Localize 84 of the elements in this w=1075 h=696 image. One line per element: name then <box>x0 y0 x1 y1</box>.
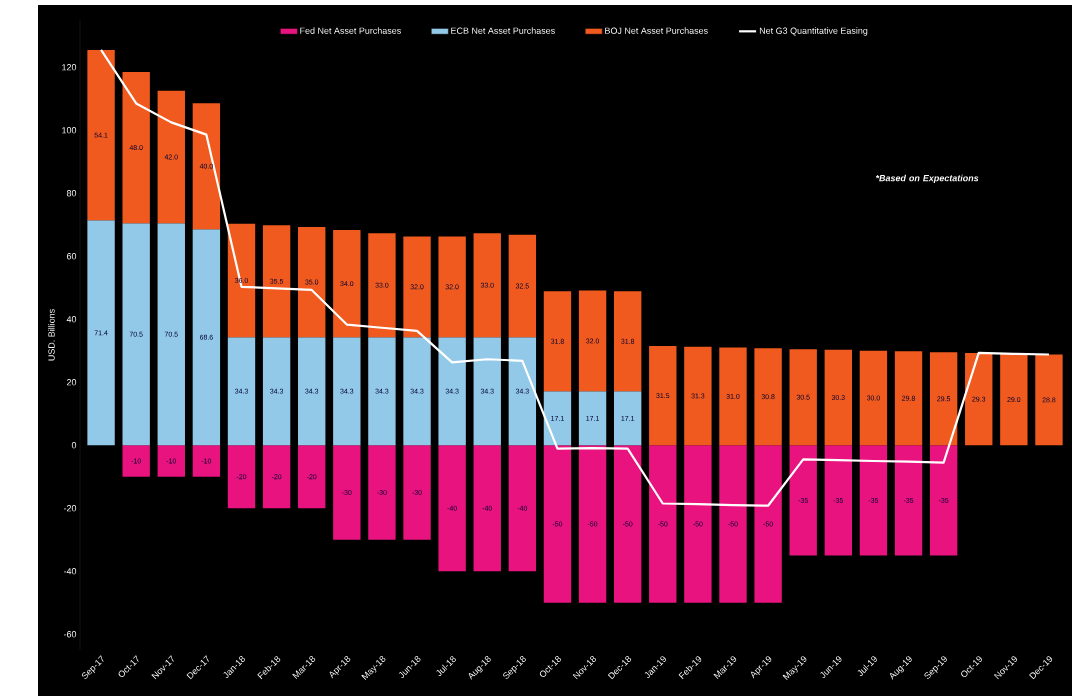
bar <box>368 337 396 446</box>
bar <box>298 445 326 509</box>
legend-label: Fed Net Asset Purchases <box>300 27 401 34</box>
y-tick-label: 100 <box>62 127 77 134</box>
bar <box>473 337 501 446</box>
y-tick-label: -60 <box>63 631 77 638</box>
bar <box>227 445 256 509</box>
bar <box>859 350 888 446</box>
bar <box>403 236 431 338</box>
bar <box>894 351 923 446</box>
bar <box>298 226 326 338</box>
annotation: *Based on Expectations <box>875 174 979 184</box>
bar <box>192 229 221 446</box>
bar <box>333 445 361 540</box>
legend-label: BOJ Net Asset Purchases <box>605 27 708 34</box>
bar <box>473 445 501 572</box>
bar <box>859 445 888 556</box>
y-tick-label: 40 <box>66 316 77 323</box>
bar <box>368 445 396 540</box>
bar <box>122 223 150 446</box>
y-tick-label: 0 <box>71 442 77 449</box>
bar <box>157 90 185 224</box>
bar <box>473 233 501 338</box>
bar <box>824 445 852 556</box>
bar <box>87 220 115 446</box>
bar <box>543 391 572 446</box>
legend-label: ECB Net Asset Purchases <box>451 27 555 34</box>
bar <box>227 337 256 446</box>
bar <box>684 445 712 603</box>
bar <box>543 291 572 392</box>
bar <box>438 445 466 572</box>
bar <box>368 233 396 338</box>
bar <box>508 234 537 338</box>
bar <box>789 349 817 446</box>
bar <box>227 223 256 338</box>
bar <box>894 445 923 556</box>
bar <box>719 445 747 603</box>
bar <box>508 337 537 446</box>
bar <box>403 445 431 540</box>
bar <box>719 347 747 446</box>
bar <box>929 352 958 446</box>
bar <box>438 236 466 338</box>
bar <box>789 445 817 556</box>
bar <box>754 348 782 446</box>
bar <box>1000 353 1028 446</box>
y-tick-label: 80 <box>66 190 77 197</box>
bar <box>262 225 291 338</box>
bar <box>649 445 677 603</box>
bar <box>508 445 537 572</box>
bar <box>578 445 607 603</box>
bar <box>157 445 185 477</box>
y-tick-label: 120 <box>62 64 77 71</box>
bar <box>403 337 431 446</box>
y-axis-title: USD. Billions <box>48 309 55 361</box>
bar <box>578 290 607 392</box>
bar <box>929 445 958 556</box>
bar <box>543 445 572 603</box>
bar <box>824 349 852 446</box>
y-tick-label: 60 <box>66 253 77 260</box>
bar <box>192 445 221 477</box>
bar <box>122 445 150 477</box>
bar <box>262 337 291 446</box>
bar <box>192 103 221 230</box>
legend-label: Net G3 Quantitative Easing <box>759 27 868 36</box>
y-tick-label: -20 <box>63 505 77 512</box>
bar <box>157 223 185 446</box>
bar <box>333 337 361 446</box>
bar <box>754 445 782 603</box>
bar <box>613 391 642 446</box>
bar <box>87 49 115 221</box>
bar <box>262 445 291 509</box>
bar <box>684 346 712 446</box>
bar <box>613 291 642 392</box>
bar <box>649 346 677 446</box>
bar <box>122 71 150 224</box>
bar <box>438 337 466 446</box>
bar <box>965 352 993 446</box>
bar <box>613 445 642 603</box>
bar <box>1035 354 1063 446</box>
bar <box>298 337 326 446</box>
y-tick-label: -40 <box>63 568 77 575</box>
y-tick-label: 20 <box>66 379 77 386</box>
bar <box>578 391 607 446</box>
bar <box>333 230 361 338</box>
